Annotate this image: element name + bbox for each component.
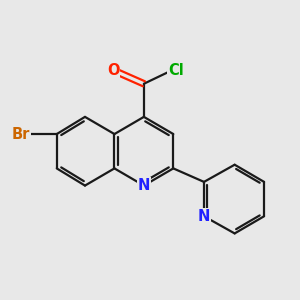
Text: Br: Br — [12, 127, 30, 142]
Text: Cl: Cl — [168, 63, 184, 78]
Text: O: O — [107, 63, 119, 78]
Text: N: N — [198, 209, 210, 224]
Text: N: N — [138, 178, 150, 193]
